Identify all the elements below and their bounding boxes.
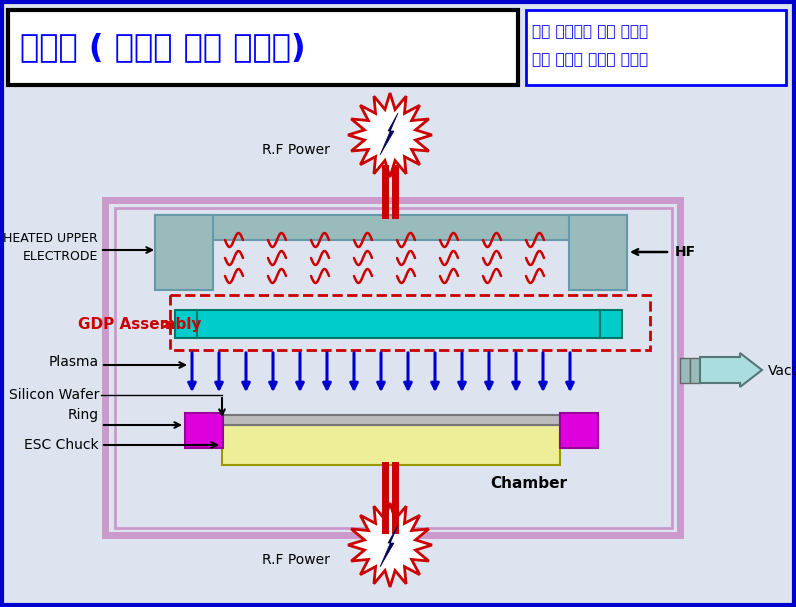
Bar bbox=[170, 295, 650, 350]
Bar bbox=[197, 310, 600, 338]
Bar bbox=[690, 358, 700, 383]
Text: R.F Power: R.F Power bbox=[262, 143, 330, 157]
Bar bbox=[185, 413, 223, 448]
Text: Chamber: Chamber bbox=[490, 475, 567, 490]
Polygon shape bbox=[380, 113, 398, 155]
Text: R.F Power: R.F Power bbox=[262, 553, 330, 567]
Text: Ring: Ring bbox=[68, 408, 99, 422]
Polygon shape bbox=[348, 93, 432, 177]
Text: Silicon Wafer: Silicon Wafer bbox=[9, 388, 99, 402]
Bar bbox=[569, 215, 627, 290]
Polygon shape bbox=[380, 525, 398, 567]
Bar bbox=[175, 310, 197, 338]
Polygon shape bbox=[348, 503, 432, 587]
FancyArrow shape bbox=[700, 353, 762, 387]
Text: Vacuum: Vacuum bbox=[768, 364, 796, 378]
Text: 문제점 ( 실리콘 단순 일체형): 문제점 ( 실리콘 단순 일체형) bbox=[20, 33, 306, 64]
Bar bbox=[105, 200, 680, 535]
Text: HF: HF bbox=[675, 245, 696, 259]
Bar bbox=[222, 425, 560, 465]
Bar bbox=[600, 310, 622, 338]
Text: HEATED UPPER
ELECTRODE: HEATED UPPER ELECTRODE bbox=[3, 231, 98, 262]
Bar bbox=[560, 413, 598, 448]
Bar bbox=[155, 215, 627, 240]
Bar bbox=[526, 10, 786, 85]
Text: Plasma: Plasma bbox=[49, 355, 99, 369]
Bar bbox=[155, 215, 213, 290]
Bar bbox=[222, 415, 560, 425]
Text: ESC Chuck: ESC Chuck bbox=[25, 438, 99, 452]
Text: GDP Assembly: GDP Assembly bbox=[78, 316, 201, 331]
Text: 휨이 발생하지 않아 체결된: 휨이 발생하지 않아 체결된 bbox=[532, 24, 648, 39]
Bar bbox=[115, 208, 672, 528]
Text: 볼트 부분의 파손이 일어남: 볼트 부분의 파손이 일어남 bbox=[532, 52, 648, 67]
Bar bbox=[8, 10, 518, 85]
Bar bbox=[680, 358, 690, 383]
